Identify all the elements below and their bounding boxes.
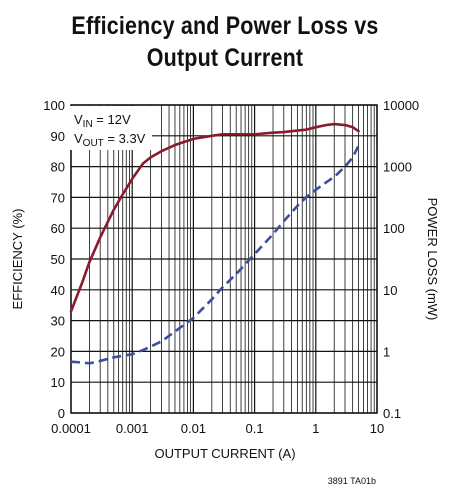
y2-tick-label: 10000 <box>383 98 419 113</box>
y2-tick-labels: 0.1 1 10 100 1000 10000 <box>383 98 419 421</box>
x-axis-label: OUTPUT CURRENT (A) <box>154 446 295 461</box>
y-tick-labels: 0 10 20 30 40 50 60 70 80 90 100 <box>43 98 65 421</box>
y-tick-label: 40 <box>51 283 65 298</box>
x-tick-labels: 0.0001 0.001 0.01 0.1 1 10 <box>51 421 384 436</box>
y-tick-label: 60 <box>51 221 65 236</box>
y2-axis-label: POWER LOSS (mW) <box>425 198 440 321</box>
chart-title-line-2: Output Current <box>146 44 304 72</box>
vout-annotation: VOUT = 3.3V <box>74 131 146 149</box>
vin-annotation: VIN = 12V <box>74 112 131 130</box>
power-loss-line <box>70 144 360 365</box>
x-tick-label: 0.001 <box>116 421 149 436</box>
y-tick-label: 80 <box>51 160 65 175</box>
y2-tick-label: 1000 <box>383 160 412 175</box>
y-tick-label: 70 <box>51 190 65 205</box>
y-tick-label: 50 <box>51 252 65 267</box>
efficiency-line <box>69 122 360 313</box>
x-tick-label: 0.0001 <box>51 421 91 436</box>
y2-tick-label: 100 <box>383 221 405 236</box>
y-tick-label: 30 <box>51 314 65 329</box>
x-tick-label: 0.1 <box>246 421 264 436</box>
y-tick-label: 20 <box>51 344 65 359</box>
reference-code: 3891 TA01b <box>328 476 376 486</box>
y-axis-label: EFFICIENCY (%) <box>10 209 25 310</box>
y-tick-label: 0 <box>58 406 65 421</box>
y-tick-label: 10 <box>51 375 65 390</box>
plot-frame <box>70 104 378 414</box>
y-tick-label: 90 <box>51 129 65 144</box>
x-tick-label: 1 <box>312 421 319 436</box>
y2-tick-label: 10 <box>383 283 397 298</box>
y2-tick-label: 1 <box>383 344 390 359</box>
chart-title-line-1: Efficiency and Power Loss vs <box>71 12 379 40</box>
annotation-box <box>68 106 152 150</box>
y-tick-label: 100 <box>43 98 65 113</box>
x-tick-label: 10 <box>370 421 384 436</box>
x-tick-label: 0.01 <box>181 421 206 436</box>
major-grid <box>70 104 378 414</box>
y2-tick-label: 0.1 <box>383 406 401 421</box>
